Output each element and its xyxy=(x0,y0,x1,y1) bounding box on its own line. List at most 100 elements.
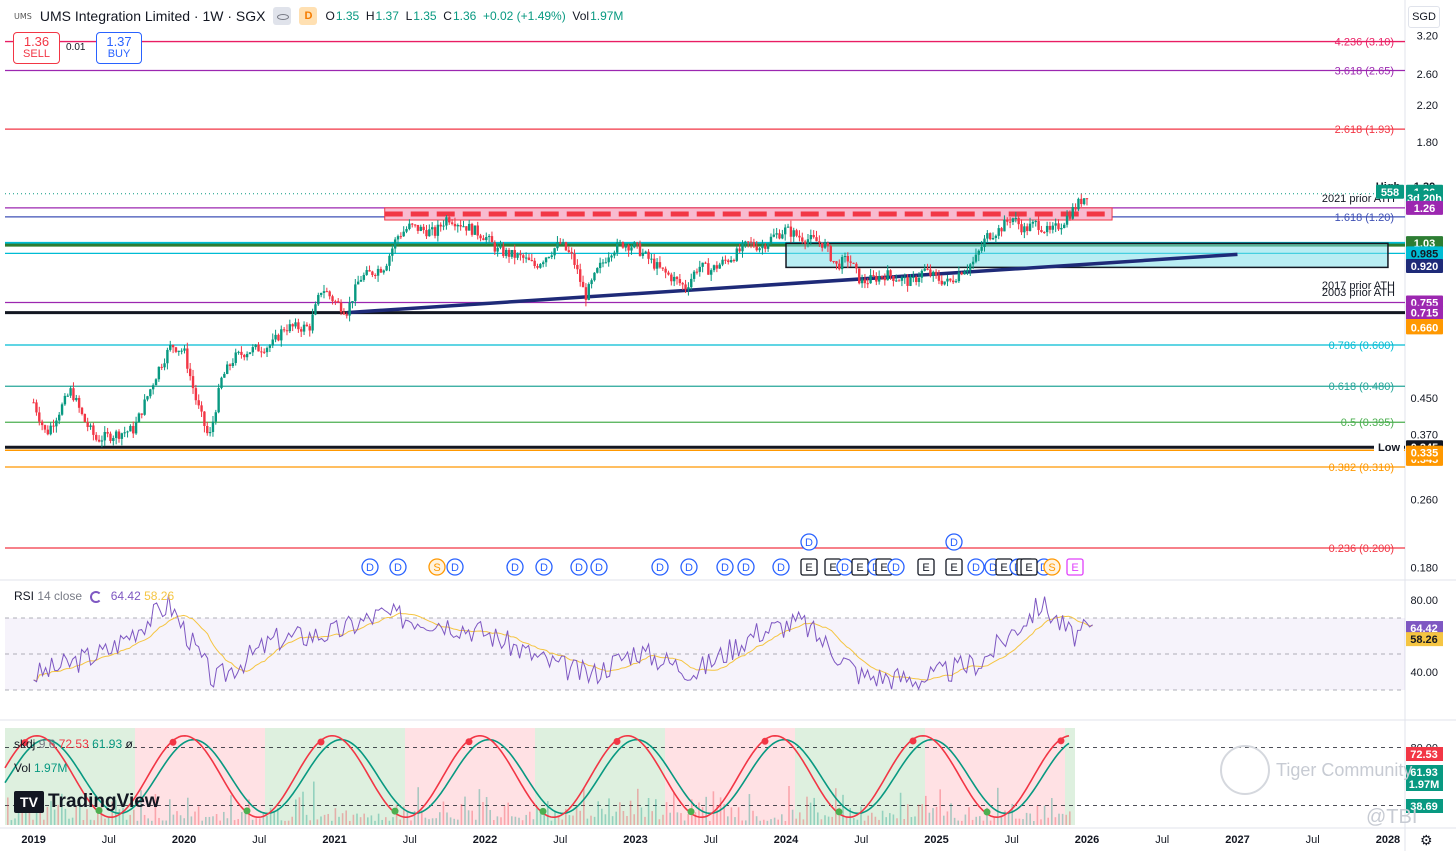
candle-body xyxy=(188,368,192,377)
volume-bar xyxy=(921,804,923,825)
volume-bar xyxy=(449,817,452,825)
volume-bar xyxy=(622,810,625,825)
time-axis-label: Jul xyxy=(252,834,266,846)
candle-body xyxy=(969,264,972,270)
skdj-bg-band xyxy=(995,728,1005,825)
candle-body xyxy=(502,246,505,256)
candle-body xyxy=(274,334,277,340)
volume-bar xyxy=(1069,811,1071,825)
visibility-eye-icon[interactable] xyxy=(273,7,292,25)
settings-gear-icon[interactable]: ⚙ xyxy=(1420,832,1433,848)
candle-body xyxy=(803,241,807,244)
skdj-legend[interactable]: skdj 9 6 72.53 61.93 ø xyxy=(14,737,133,751)
rsi-legend[interactable]: RSI 14 close 64.42 58.26 xyxy=(14,589,174,603)
skdj-bg-band xyxy=(645,728,655,825)
volume-bar xyxy=(989,820,992,825)
candle-body xyxy=(587,284,590,300)
candle-body xyxy=(137,413,141,423)
candle-body xyxy=(200,405,203,412)
candle-body xyxy=(277,334,280,341)
volume-bar xyxy=(1054,817,1057,825)
volume-bar xyxy=(547,801,549,825)
volume-bar xyxy=(705,796,707,825)
time-axis-label: 2019 xyxy=(21,834,45,846)
candle-body xyxy=(359,279,363,282)
skdj-cross-dot xyxy=(317,738,325,746)
volume-bar xyxy=(975,816,977,825)
volume-bar xyxy=(1047,817,1049,825)
dividend-marker-icon xyxy=(800,533,818,551)
candle-body xyxy=(772,234,776,237)
candle-body xyxy=(374,274,377,276)
candle-body xyxy=(317,294,320,305)
volume-bar xyxy=(190,816,193,825)
candle-body xyxy=(664,268,667,273)
candle-body xyxy=(334,301,337,303)
volume-bar xyxy=(601,808,603,825)
candle-body xyxy=(1045,225,1049,233)
tiger-watermark: Tiger Community xyxy=(1220,745,1412,795)
candle-body xyxy=(40,421,44,426)
data-delay-badge[interactable]: D xyxy=(299,7,318,25)
volume-bar xyxy=(284,820,286,825)
volume-bar xyxy=(313,781,315,825)
skdj-value-tag-label: 38.69 xyxy=(1410,801,1438,813)
volume-bar xyxy=(982,820,985,825)
price-tag xyxy=(1406,320,1443,335)
volume-bar xyxy=(244,811,247,825)
volume-bar xyxy=(251,819,254,825)
volume-bar xyxy=(698,802,700,825)
candle-body xyxy=(655,262,659,269)
skdj-bg-band xyxy=(95,728,105,825)
time-axis-label: 2027 xyxy=(1225,834,1249,846)
event-marker-label: D xyxy=(366,562,374,574)
skdj-bg-band xyxy=(965,728,975,825)
currency-selector[interactable]: SGD xyxy=(1408,6,1440,28)
candle-body xyxy=(695,271,699,273)
candle-body xyxy=(755,246,758,251)
volume-bar xyxy=(143,814,146,825)
sell-button[interactable]: 1.36 SELL xyxy=(13,32,60,64)
candle-body xyxy=(627,245,630,251)
event-marker-icon xyxy=(535,558,553,576)
symbol-title[interactable]: UMS Integration Limited · 1W · SGX xyxy=(39,8,266,24)
event-marker-icon xyxy=(361,558,379,576)
volume-bar xyxy=(878,819,880,825)
fib-level-label: 0.786 (0.600) xyxy=(1329,340,1394,352)
volume-bar xyxy=(169,799,171,825)
candle-body xyxy=(855,263,858,269)
rsi-value-tag xyxy=(1406,621,1443,636)
skdj-cross-dot xyxy=(21,739,29,747)
skdj-bg-band xyxy=(125,728,135,825)
symbol-header[interactable]: UMS UMS Integration Limited · 1W · SGX D… xyxy=(14,4,623,28)
candle-body xyxy=(1011,218,1015,223)
volume-bar xyxy=(953,817,956,825)
volume-bar xyxy=(1033,820,1035,825)
volume-bar xyxy=(172,814,175,825)
skdj-bg-band xyxy=(785,728,795,825)
volume-bar xyxy=(719,797,722,825)
dividend-marker-icon xyxy=(945,533,963,551)
candle-body xyxy=(433,227,437,236)
candle-body xyxy=(1014,218,1018,220)
candle-body xyxy=(371,271,374,275)
skdj-bg-band xyxy=(165,728,175,825)
volume-legend[interactable]: Vol 1.97M xyxy=(14,761,67,775)
rsi-settings-icon[interactable] xyxy=(90,591,103,603)
candle-body xyxy=(217,388,220,413)
candle-body xyxy=(46,429,50,435)
buy-button[interactable]: 1.37 BUY xyxy=(96,32,142,64)
volume-bar xyxy=(820,819,823,825)
candle-body xyxy=(1060,227,1063,230)
event-marker-icon xyxy=(887,558,905,576)
candle-body xyxy=(77,397,81,408)
price-axis-tick: 0.180 xyxy=(1410,562,1438,574)
price-tag xyxy=(1376,184,1404,199)
candle-body xyxy=(1085,198,1089,200)
candle-body xyxy=(254,344,257,348)
candle-body xyxy=(559,242,562,244)
volume-bar xyxy=(460,804,463,825)
volume-bar xyxy=(788,786,790,825)
volume-bar xyxy=(424,817,427,825)
